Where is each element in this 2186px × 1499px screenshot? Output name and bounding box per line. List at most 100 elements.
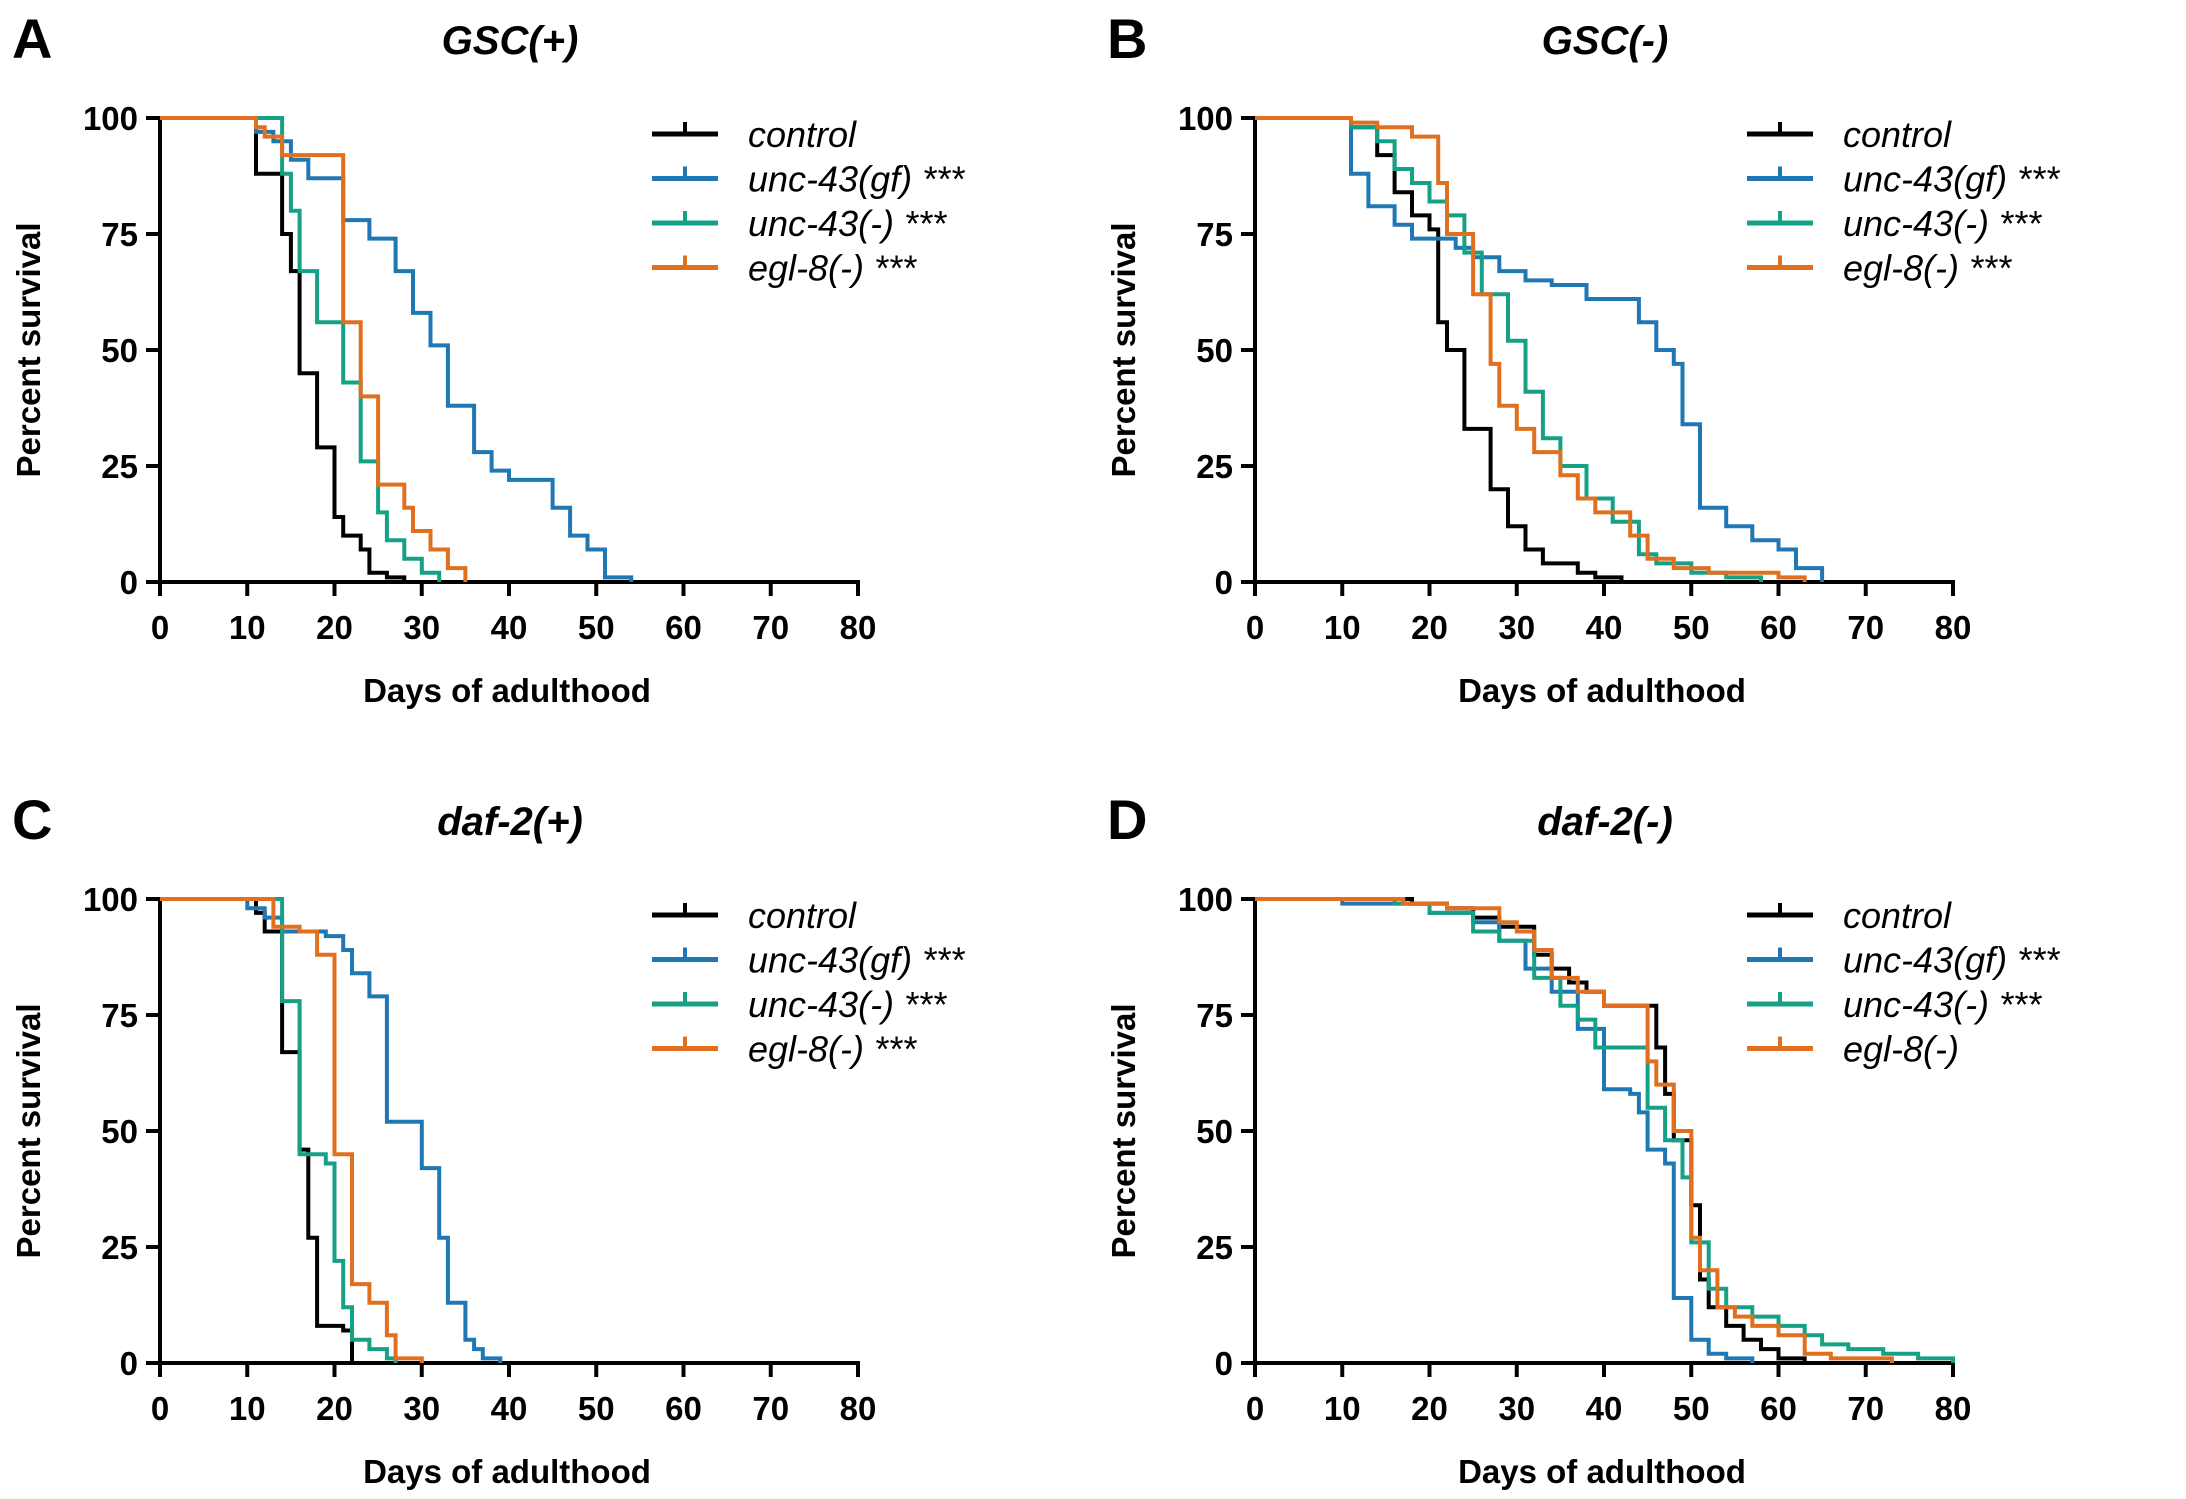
y-axis-label: Percent survival <box>1105 1004 1142 1259</box>
panel-title: GSC(+) <box>442 19 579 63</box>
legend-item: control <box>1747 114 1952 155</box>
legend-label: unc-43(gf) *** <box>1843 940 2060 981</box>
legend-item: unc-43(gf) *** <box>1747 940 2060 981</box>
legend-label: unc-43(-) *** <box>748 984 947 1025</box>
y-tick-label: 0 <box>120 564 138 601</box>
x-tick-label: 50 <box>578 1390 615 1427</box>
legend-label: unc-43(-) *** <box>748 203 947 244</box>
survival-curve-control <box>160 116 407 582</box>
survival-curve-egl-8 <box>1255 897 1894 1363</box>
x-tick-label: 30 <box>1498 609 1535 646</box>
x-tick-label: 80 <box>840 609 877 646</box>
y-tick-label: 75 <box>101 216 138 253</box>
x-tick-label: 0 <box>1246 609 1264 646</box>
panel-letter: C <box>12 788 52 851</box>
panel-letter: A <box>12 7 52 70</box>
y-tick-label: 50 <box>1196 1113 1233 1150</box>
legend-item: unc-43(gf) *** <box>652 159 965 200</box>
x-tick-label: 0 <box>1246 1390 1264 1427</box>
legend-item: control <box>652 895 857 936</box>
y-tick-label: 25 <box>1196 448 1233 485</box>
survival-curve-unc-43-gf <box>160 897 503 1363</box>
x-axis-label: Days of adulthood <box>1458 672 1746 709</box>
x-tick-label: 40 <box>1586 609 1623 646</box>
legend-item: control <box>652 114 857 155</box>
x-tick-label: 50 <box>1673 609 1710 646</box>
y-tick-label: 100 <box>1178 100 1233 137</box>
y-tick-label: 50 <box>101 332 138 369</box>
x-axis-label: Days of adulthood <box>363 1453 651 1490</box>
x-tick-label: 20 <box>1411 1390 1448 1427</box>
survival-curve-egl-8 <box>160 116 468 582</box>
legend-label: egl-8(-) *** <box>1843 248 2012 289</box>
legend-label: unc-43(-) *** <box>1843 984 2042 1025</box>
survival-curve-unc-43-gf <box>1255 116 1825 582</box>
x-tick-label: 20 <box>316 1390 353 1427</box>
x-tick-label: 60 <box>1760 1390 1797 1427</box>
x-tick-label: 70 <box>1847 1390 1884 1427</box>
x-tick-label: 10 <box>229 609 266 646</box>
legend-label: control <box>1843 114 1952 155</box>
y-tick-label: 25 <box>101 1229 138 1266</box>
survival-curve-control <box>160 897 354 1363</box>
legend-label: unc-43(gf) *** <box>1843 159 2060 200</box>
panel-title: daf-2(-) <box>1537 800 1673 844</box>
legend-label: egl-8(-) *** <box>748 1029 917 1070</box>
x-tick-label: 70 <box>752 609 789 646</box>
y-tick-label: 75 <box>101 997 138 1034</box>
chart-panel-a: A GSC(+) 0 10 20 30 40 50 60 70 80 0 25 50 75 100 Days o… <box>10 7 965 709</box>
survival-curve-egl-8 <box>160 897 424 1363</box>
survival-curve-unc-43-gf <box>160 116 634 582</box>
legend-item: egl-8(-) *** <box>652 1029 917 1070</box>
x-tick-label: 0 <box>151 1390 169 1427</box>
x-tick-label: 40 <box>491 609 528 646</box>
x-tick-label: 10 <box>229 1390 266 1427</box>
legend-label: egl-8(-) *** <box>748 248 917 289</box>
y-tick-label: 0 <box>1215 564 1233 601</box>
y-axis-label: Percent survival <box>1105 223 1142 478</box>
y-axis-label: Percent survival <box>10 223 47 478</box>
legend-item: control <box>1747 895 1952 936</box>
y-axis-label: Percent survival <box>10 1004 47 1259</box>
survival-curve-unc-43 <box>1255 897 1955 1363</box>
x-tick-label: 0 <box>151 609 169 646</box>
legend-label: unc-43(-) *** <box>1843 203 2042 244</box>
panel-title: GSC(-) <box>1542 19 1669 63</box>
legend-label: control <box>1843 895 1952 936</box>
survival-curve-control <box>1255 116 1624 582</box>
y-tick-label: 25 <box>1196 1229 1233 1266</box>
survival-curve-unc-43 <box>160 897 398 1363</box>
x-tick-label: 80 <box>1935 1390 1972 1427</box>
legend-item: unc-43(gf) *** <box>1747 159 2060 200</box>
y-tick-label: 100 <box>83 881 138 918</box>
y-tick-label: 75 <box>1196 216 1233 253</box>
survival-curve-egl-8 <box>1255 116 1807 582</box>
x-tick-label: 60 <box>1760 609 1797 646</box>
y-tick-label: 100 <box>83 100 138 137</box>
legend-item: unc-43(-) *** <box>652 984 947 1025</box>
legend-item: unc-43(-) *** <box>1747 984 2042 1025</box>
legend-item: unc-43(gf) *** <box>652 940 965 981</box>
y-tick-label: 50 <box>1196 332 1233 369</box>
x-tick-label: 60 <box>665 1390 702 1427</box>
x-tick-label: 40 <box>1586 1390 1623 1427</box>
legend-label: unc-43(gf) *** <box>748 940 965 981</box>
x-tick-label: 10 <box>1324 609 1361 646</box>
y-tick-label: 50 <box>101 1113 138 1150</box>
legend-item: egl-8(-) <box>1747 1029 1959 1070</box>
x-tick-label: 70 <box>1847 609 1884 646</box>
legend-label: control <box>748 895 857 936</box>
y-tick-label: 75 <box>1196 997 1233 1034</box>
panel-title: daf-2(+) <box>437 800 583 844</box>
legend-label: control <box>748 114 857 155</box>
x-tick-label: 30 <box>403 1390 440 1427</box>
y-tick-label: 0 <box>1215 1345 1233 1382</box>
x-tick-label: 20 <box>1411 609 1448 646</box>
x-tick-label: 30 <box>1498 1390 1535 1427</box>
y-tick-label: 25 <box>101 448 138 485</box>
legend-item: egl-8(-) *** <box>652 248 917 289</box>
legend-label: egl-8(-) <box>1843 1029 1959 1070</box>
x-axis-label: Days of adulthood <box>363 672 651 709</box>
